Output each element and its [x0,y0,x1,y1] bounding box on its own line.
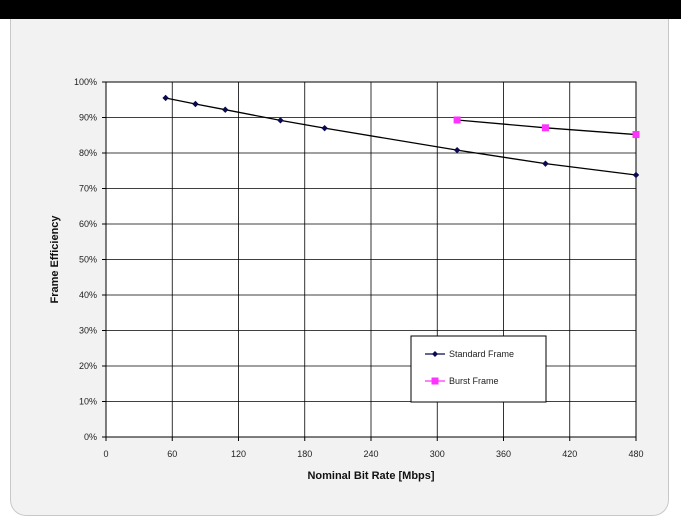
data-point-0-0 [162,94,169,102]
data-point-0-4 [321,124,328,132]
y-tick-label-9: 90% [79,113,97,123]
y-tick-label-6: 60% [79,219,97,229]
legend-box [410,335,547,403]
y-tick-label-5: 50% [79,255,97,265]
y-axis-title: Frame Efficiency [49,215,61,304]
x-tick-label-4: 240 [363,449,378,459]
data-point-1-1 [541,124,549,132]
y-tick-label-0: 0% [84,432,97,442]
data-point-1-0 [453,116,461,124]
series-1 [453,116,640,139]
legend-label-standard-frame: Standard Frame [449,349,514,359]
series-line-0 [165,97,637,176]
data-point-0-6 [542,160,549,167]
y-tick-label-2: 20% [79,361,97,371]
data-point-1-2 [632,131,640,139]
y-tick-label-8: 80% [79,148,97,158]
y-tick-label-1: 10% [79,397,97,407]
legend-marker-standard-frame [432,351,438,357]
x-tick-label-0: 0 [103,449,108,459]
legend-item-burst-frame: Burst Frame [425,376,499,386]
gridlines [105,81,637,438]
data-point-0-5 [453,146,461,154]
x-tick-label-5: 300 [430,449,445,459]
legend: Standard Frame Burst Frame [410,335,547,403]
y-tick-label-7: 70% [79,184,97,194]
x-tick-label-7: 420 [562,449,577,459]
data-point-0-2 [222,106,229,113]
x-tick-label-2: 120 [231,449,246,459]
data-point-0-7 [632,171,640,179]
x-axis-ticks: 0 60 120 180 240 300 360 420 480 [103,437,644,459]
y-tick-label-4: 40% [79,290,97,300]
legend-marker-burst-frame [431,377,439,385]
x-tick-label-3: 180 [297,449,312,459]
legend-item-standard-frame: Standard Frame [425,349,514,359]
legend-label-burst-frame: Burst Frame [449,376,499,386]
top-bar [0,0,681,19]
y-tick-label-10: 100% [74,77,97,87]
x-tick-label-6: 360 [496,449,511,459]
data-point-0-3 [277,117,284,124]
data-point-0-1 [192,100,199,108]
x-tick-label-1: 60 [167,449,177,459]
x-tick-label-8: 480 [628,449,643,459]
y-tick-label-3: 30% [79,326,97,336]
x-axis-title: Nominal Bit Rate [Mbps] [307,470,434,482]
series-0 [162,94,640,179]
y-axis-ticks: 0% 10% 20% 30% 40% 50% 60% 70% 80% 90% 100% [74,77,106,442]
series-layer [162,94,640,179]
